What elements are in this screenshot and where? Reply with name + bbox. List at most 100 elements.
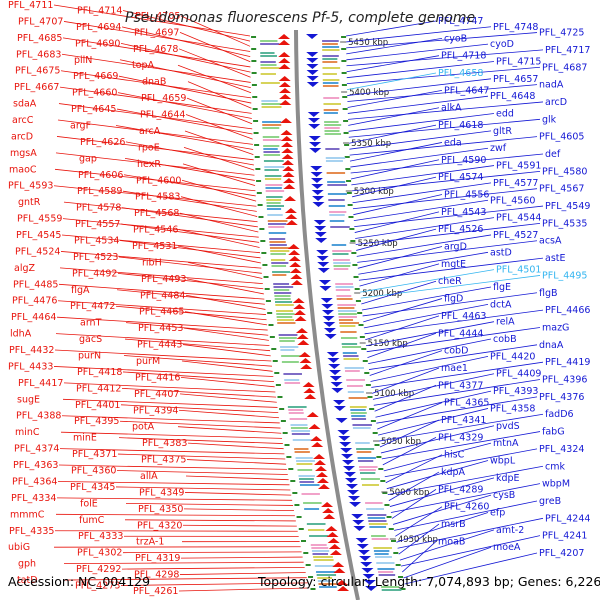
tick-dash-right bbox=[364, 372, 369, 374]
feature-band-right bbox=[352, 424, 371, 426]
strand-arrow-left bbox=[293, 298, 305, 303]
strand-arrow-right bbox=[336, 418, 348, 423]
accession-text: Accession: NC_004129 bbox=[8, 574, 150, 589]
feature-band-left bbox=[261, 103, 281, 105]
feature-band-left bbox=[312, 550, 329, 552]
strand-arrow-right bbox=[311, 172, 323, 177]
gene-label-left: PFL_4626 bbox=[80, 137, 125, 148]
gene-label-left: PFL_4417 bbox=[18, 378, 63, 389]
feature-band-right bbox=[382, 589, 402, 591]
gene-label-right: cmk bbox=[545, 461, 565, 472]
strand-arrow-left bbox=[278, 40, 290, 45]
strand-arrow-right bbox=[319, 286, 331, 291]
leader-line-right bbox=[348, 96, 488, 113]
tick-dash-left bbox=[255, 168, 260, 170]
feature-band-right bbox=[339, 319, 353, 321]
gene-label-right: mgtE bbox=[441, 259, 466, 270]
leader-line-left bbox=[185, 492, 291, 495]
leader-line-left bbox=[118, 273, 263, 288]
feature-band-right bbox=[342, 346, 361, 348]
feature-band-left bbox=[299, 478, 314, 480]
gene-label-left: PFL_4360 bbox=[71, 466, 116, 477]
leader-line-right bbox=[355, 212, 439, 233]
strand-arrow-left bbox=[299, 352, 311, 357]
feature-band-right bbox=[323, 97, 339, 99]
tick-dash-left bbox=[266, 300, 271, 302]
tick-dash-left bbox=[252, 72, 257, 74]
tick-dash-right bbox=[345, 156, 350, 158]
gene-label-left: PFL_4453 bbox=[138, 323, 183, 334]
leader-line-left bbox=[184, 509, 294, 511]
gene-label-right: cobB bbox=[493, 334, 517, 345]
gene-label-right: cheR bbox=[438, 276, 462, 287]
strand-arrow-right bbox=[339, 442, 351, 447]
feature-band-right bbox=[323, 82, 339, 84]
gene-label-right: PFL_4396 bbox=[542, 375, 587, 386]
gene-label-right: wbpM bbox=[542, 479, 570, 490]
feature-band-left bbox=[300, 484, 320, 486]
strand-arrow-right bbox=[312, 196, 324, 201]
strand-arrow-right bbox=[323, 316, 335, 321]
gene-label-right: PFL_4241 bbox=[542, 531, 587, 542]
feature-band-left bbox=[269, 238, 285, 240]
tick-dash-right bbox=[344, 144, 349, 146]
gene-label-left: potA bbox=[132, 422, 155, 433]
gene-label-left: PFL_4660 bbox=[72, 88, 117, 99]
feature-band-right bbox=[323, 79, 340, 81]
tick-dash-right bbox=[344, 132, 349, 134]
feature-band-right bbox=[373, 547, 392, 549]
gene-label-right: PFL_4574 bbox=[438, 172, 483, 183]
strand-arrow-right bbox=[346, 484, 358, 489]
gene-label-right: msrB bbox=[441, 519, 466, 530]
gene-label-left: PFL_4694 bbox=[76, 22, 121, 33]
strand-arrow-left bbox=[279, 100, 291, 105]
strand-arrow-left bbox=[280, 130, 292, 135]
feature-band-left bbox=[268, 223, 286, 225]
feature-band-left bbox=[309, 535, 328, 537]
gene-label-right: mtnA bbox=[493, 438, 519, 449]
gene-label-left: PFL_4583 bbox=[135, 192, 180, 203]
tick-dash-right bbox=[348, 204, 353, 206]
feature-band-right bbox=[334, 265, 351, 267]
tick-dash-right bbox=[361, 348, 366, 350]
strand-arrow-right bbox=[322, 310, 334, 315]
gene-label-right: flgD bbox=[444, 294, 463, 305]
tick-dash-left bbox=[283, 432, 288, 434]
feature-band-right bbox=[339, 316, 357, 318]
feature-band-left bbox=[312, 553, 328, 555]
feature-band-left bbox=[269, 232, 287, 234]
gene-label-right: PFL_4495 bbox=[542, 270, 587, 281]
gene-label-right: PFL_4409 bbox=[496, 369, 541, 380]
feature-band-right bbox=[350, 406, 367, 408]
tick-dash-left bbox=[251, 60, 256, 62]
tick-dash-right bbox=[356, 300, 361, 302]
tick-dash-right bbox=[391, 540, 396, 542]
gene-label-left: maoC bbox=[9, 164, 37, 175]
gene-label-left: PFL_4418 bbox=[77, 367, 122, 378]
gene-label-left: folE bbox=[80, 498, 98, 509]
leader-line-left bbox=[178, 246, 261, 263]
gene-label-left: PFL_4534 bbox=[74, 235, 119, 246]
tick-dash-right bbox=[343, 108, 348, 110]
gene-label-right: PFL_4560 bbox=[490, 195, 535, 206]
strand-arrow-left bbox=[314, 460, 326, 465]
strand-arrow-right bbox=[359, 556, 371, 561]
gene-label-right: PFL_4718 bbox=[441, 51, 486, 62]
gene-label-right: PFL_4420 bbox=[490, 351, 535, 362]
tick-dash-right bbox=[349, 228, 354, 230]
gene-label-left: PFL_4432 bbox=[9, 345, 54, 356]
tick-dash-left bbox=[292, 492, 297, 494]
strand-arrow-right bbox=[312, 202, 324, 207]
feature-band-left bbox=[260, 52, 274, 54]
gene-label-left: sdaA bbox=[13, 99, 37, 110]
strand-arrow-left bbox=[333, 568, 345, 573]
gene-label-left: PFL_4374 bbox=[14, 444, 59, 455]
feature-band-right bbox=[333, 259, 350, 261]
strand-arrow-left bbox=[313, 454, 325, 459]
feature-band-right bbox=[329, 214, 344, 216]
feature-band-left bbox=[273, 286, 293, 288]
tick-dash-right bbox=[341, 60, 346, 62]
gene-label-right: PFL_4365 bbox=[444, 398, 489, 409]
tick-dash-left bbox=[251, 48, 256, 50]
gene-label-left: trzA-1 bbox=[136, 537, 164, 548]
